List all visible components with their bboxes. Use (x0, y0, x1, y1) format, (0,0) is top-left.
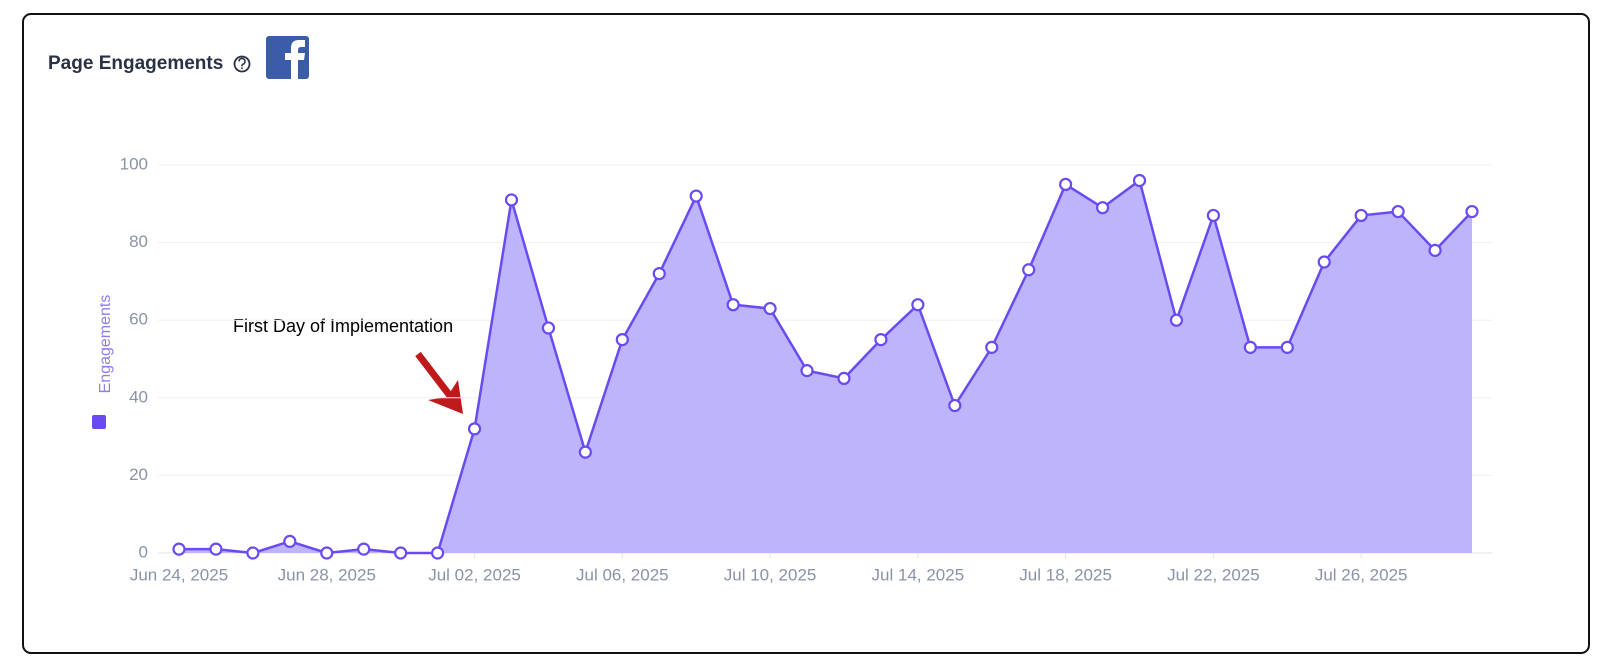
y-tick-label: 0 (139, 542, 148, 561)
point (652, 267, 666, 281)
area (179, 180, 1472, 553)
point (172, 542, 186, 556)
annotation: First Day of Implementation (233, 316, 453, 336)
x-tick-label: Jul 14, 2025 (872, 565, 965, 584)
y-tick-label: 100 (120, 154, 148, 173)
x-tick-label: Jul 18, 2025 (1019, 565, 1112, 584)
point (726, 298, 740, 312)
chart-title: Page Engagements (48, 53, 223, 74)
point (357, 542, 371, 556)
point (1317, 255, 1331, 269)
x-tick-label: Jun 24, 2025 (130, 565, 228, 584)
y-tick-label: 40 (129, 387, 148, 406)
point (763, 301, 777, 316)
point (1280, 340, 1294, 354)
x-tick-label: Jul 10, 2025 (724, 565, 817, 584)
point (1465, 204, 1479, 219)
point (431, 546, 445, 560)
point (467, 422, 482, 436)
point (1095, 201, 1110, 215)
point (283, 534, 297, 548)
point (1169, 313, 1184, 327)
point (1428, 243, 1442, 257)
annotation-arrow (415, 351, 463, 414)
help-icon[interactable] (233, 55, 251, 73)
point (948, 398, 962, 413)
x-tick-label: Jul 26, 2025 (1315, 565, 1408, 584)
point (1059, 177, 1073, 191)
y-tick-label: 20 (129, 465, 148, 484)
facebook-icon (266, 36, 309, 79)
point (209, 542, 223, 556)
y-tick-label: 60 (129, 310, 148, 329)
point (1391, 204, 1405, 219)
point (1354, 208, 1368, 223)
point (541, 321, 556, 335)
legend-swatch[interactable] (92, 415, 106, 429)
point (985, 340, 999, 354)
x-tick-label: Jun 28, 2025 (278, 565, 376, 584)
point (1243, 340, 1257, 354)
point (320, 546, 334, 560)
point (1132, 173, 1147, 188)
point (246, 546, 260, 560)
x-tick-label: Jul 22, 2025 (1167, 565, 1260, 584)
y-axis-label: Engagements (97, 295, 114, 394)
point (394, 546, 408, 560)
point (689, 189, 703, 203)
y-tick-label: 80 (129, 232, 148, 251)
point (615, 333, 629, 347)
point (800, 364, 814, 378)
x-tick-label: Jul 06, 2025 (576, 565, 669, 584)
point (504, 193, 519, 207)
point (1206, 208, 1221, 223)
point (578, 445, 592, 459)
x-tick-label: Jul 02, 2025 (428, 565, 521, 584)
point (911, 298, 925, 312)
point (837, 371, 851, 385)
point (1022, 263, 1036, 277)
point (874, 333, 888, 347)
